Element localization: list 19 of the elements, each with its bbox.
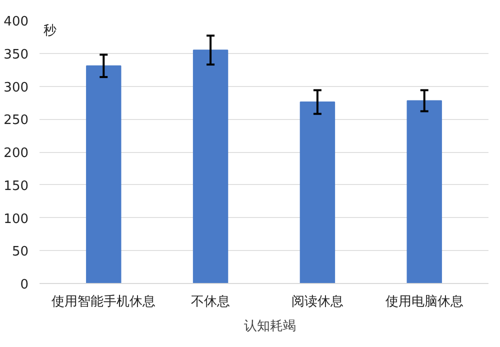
x-tick-label: 阅读休息: [291, 294, 344, 310]
y-tick-label: 350: [4, 47, 29, 62]
x-tick-label: 不休息: [191, 294, 230, 310]
y-tick-label: 150: [4, 178, 29, 194]
bar: [300, 102, 336, 284]
y-tick-label: 200: [4, 146, 29, 161]
y-axis-title: 秒: [44, 24, 56, 38]
y-tick-label: 0: [20, 278, 29, 292]
x-tick-label: 使用电脑休息: [385, 294, 464, 310]
y-tick-label: 250: [4, 113, 29, 128]
text: 认知耗竭: [244, 318, 296, 335]
bar: [86, 65, 122, 284]
x-tick-label: 使用智能手机休息: [52, 294, 156, 310]
bar: [192, 50, 228, 284]
y-tick-label: 300: [4, 80, 29, 96]
y-tick-label: 50: [12, 244, 29, 260]
y-tick-label: 100: [4, 212, 29, 227]
y-tick-label: 400: [4, 14, 29, 30]
bar: [406, 100, 442, 284]
